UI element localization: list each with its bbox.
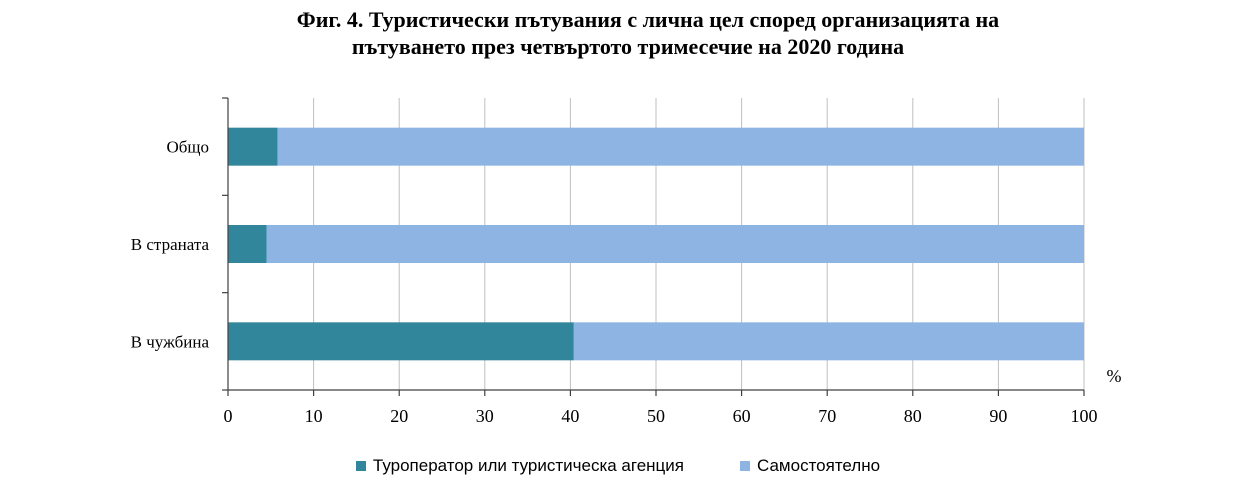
category-label: Общо xyxy=(166,138,209,157)
x-tick-label: 30 xyxy=(476,406,494,426)
legend-item-touroperator: Туроператор или туристическа агенция xyxy=(355,456,684,476)
category-label: В страната xyxy=(131,235,210,254)
chart-title: Фиг. 4. Туристически пътувания с лична ц… xyxy=(0,6,1236,60)
bar-segment xyxy=(277,127,1084,166)
bar-segment xyxy=(228,225,267,263)
bar-segment xyxy=(266,225,1084,263)
legend-item-independent: Самостоятелно xyxy=(740,456,880,476)
category-label: В чужбина xyxy=(131,332,210,351)
chart-legend: Туроператор или туристическа агенция Сам… xyxy=(0,456,1236,476)
x-tick-label: 70 xyxy=(818,406,836,426)
x-tick-label: 40 xyxy=(561,406,579,426)
x-tick-label: 90 xyxy=(989,406,1007,426)
x-tick-label: 100 xyxy=(1071,406,1098,426)
legend-swatch-touroperator xyxy=(355,461,366,471)
bar-segment xyxy=(228,322,574,361)
x-axis-unit-label: % xyxy=(1107,366,1122,386)
x-tick-label: 10 xyxy=(305,406,323,426)
legend-label-touroperator: Туроператор или туристическа агенция xyxy=(372,456,684,475)
legend-label-independent: Самостоятелно xyxy=(757,456,881,475)
x-tick-label: 80 xyxy=(904,406,922,426)
bar-segment xyxy=(573,322,1084,361)
chart-title-line-2: пътуването през четвъртото тримесечие на… xyxy=(351,34,905,59)
legend-swatch-independent xyxy=(740,461,750,471)
x-tick-label: 50 xyxy=(647,406,665,426)
bar-segment xyxy=(228,127,278,166)
x-tick-label: 0 xyxy=(224,406,233,426)
x-tick-label: 60 xyxy=(733,406,751,426)
chart-title-line-1: Фиг. 4. Туристически пътувания с лична ц… xyxy=(296,7,1000,32)
x-tick-label: 20 xyxy=(390,406,408,426)
